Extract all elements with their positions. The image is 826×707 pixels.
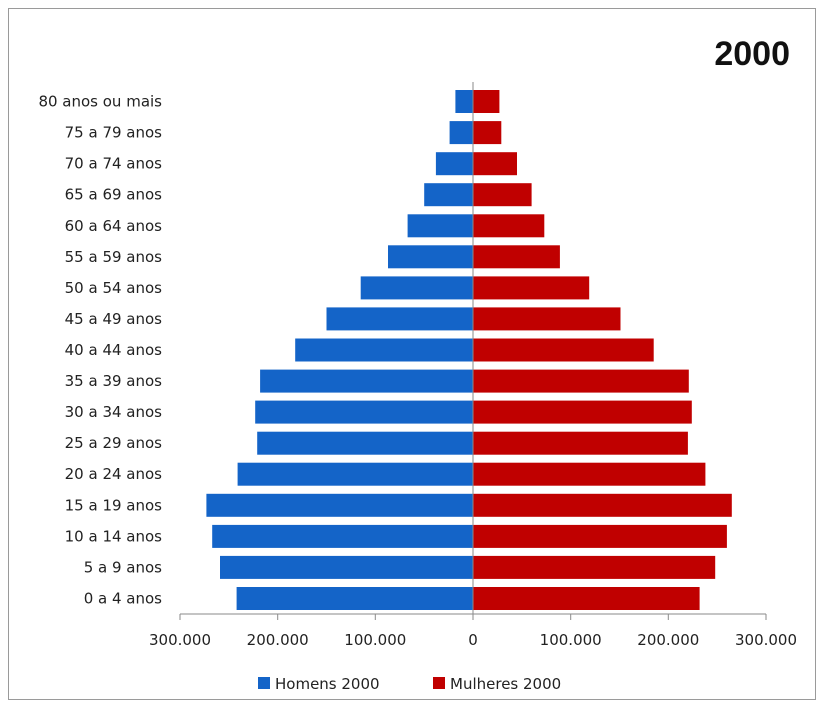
bar-mulheres-17 bbox=[473, 90, 500, 113]
bar-homens-11 bbox=[360, 276, 473, 300]
bar-mulheres-13 bbox=[473, 214, 545, 238]
bar-homens-5 bbox=[237, 462, 473, 486]
bar-mulheres-10 bbox=[473, 307, 621, 331]
legend-swatch-mulheres bbox=[433, 677, 445, 689]
x-tick-label: 200.000 bbox=[637, 631, 699, 649]
bar-mulheres-7 bbox=[473, 400, 692, 424]
bar-mulheres-16 bbox=[473, 121, 502, 145]
bar-homens-9 bbox=[295, 338, 473, 362]
bar-mulheres-2 bbox=[473, 555, 716, 579]
x-tick-label: 100.000 bbox=[540, 631, 602, 649]
bar-mulheres-12 bbox=[473, 245, 560, 269]
bar-mulheres-9 bbox=[473, 338, 654, 362]
legend-swatch-homens bbox=[258, 677, 270, 689]
bar-mulheres-15 bbox=[473, 152, 517, 176]
legend-label-mulheres: Mulheres 2000 bbox=[450, 675, 561, 693]
bar-homens-1 bbox=[236, 587, 473, 610]
category-label: 25 a 29 anos bbox=[65, 434, 163, 452]
category-label: 50 a 54 anos bbox=[65, 279, 163, 297]
category-label: 40 a 44 anos bbox=[65, 341, 163, 359]
bar-homens-16 bbox=[449, 121, 473, 145]
bar-mulheres-14 bbox=[473, 183, 532, 207]
bar-mulheres-1 bbox=[473, 587, 700, 610]
category-label: 5 a 9 anos bbox=[84, 558, 162, 576]
bar-homens-12 bbox=[388, 245, 473, 269]
bar-mulheres-8 bbox=[473, 369, 689, 393]
category-label: 55 a 59 anos bbox=[65, 248, 163, 266]
bar-homens-15 bbox=[435, 152, 473, 176]
category-label: 0 a 4 anos bbox=[84, 590, 162, 608]
category-label: 65 a 69 anos bbox=[65, 186, 163, 204]
bar-mulheres-3 bbox=[473, 524, 727, 548]
category-label: 35 a 39 anos bbox=[65, 372, 163, 390]
bar-homens-2 bbox=[220, 555, 473, 579]
bar-homens-6 bbox=[257, 431, 473, 455]
bar-homens-14 bbox=[424, 183, 473, 207]
bar-homens-17 bbox=[455, 90, 473, 113]
bar-mulheres-11 bbox=[473, 276, 590, 300]
x-tick-label: 200.000 bbox=[247, 631, 309, 649]
bar-mulheres-6 bbox=[473, 431, 688, 455]
bar-mulheres-4 bbox=[473, 493, 732, 517]
category-label: 20 a 24 anos bbox=[65, 465, 163, 483]
category-label: 75 a 79 anos bbox=[65, 124, 163, 142]
bar-homens-10 bbox=[326, 307, 473, 331]
x-tick-label: 100.000 bbox=[344, 631, 406, 649]
x-tick-label: 300.000 bbox=[149, 631, 211, 649]
x-tick-label: 0 bbox=[468, 631, 478, 649]
chart-title: 2000 bbox=[714, 35, 790, 73]
bar-homens-3 bbox=[212, 524, 473, 548]
legend: Homens 2000 Mulheres 2000 bbox=[258, 675, 561, 693]
bar-homens-13 bbox=[407, 214, 473, 238]
legend-label-homens: Homens 2000 bbox=[275, 675, 380, 693]
category-label: 30 a 34 anos bbox=[65, 403, 163, 421]
category-label: 15 a 19 anos bbox=[65, 496, 163, 514]
category-label: 70 a 74 anos bbox=[65, 155, 163, 173]
category-label: 80 anos ou mais bbox=[38, 93, 162, 111]
bar-mulheres-5 bbox=[473, 462, 706, 486]
category-label: 45 a 49 anos bbox=[65, 310, 163, 328]
category-label: 10 a 14 anos bbox=[65, 527, 163, 545]
x-tick-label: 300.000 bbox=[735, 631, 797, 649]
bar-homens-7 bbox=[255, 400, 473, 424]
bar-homens-4 bbox=[206, 493, 473, 517]
bar-homens-8 bbox=[260, 369, 473, 393]
category-label: 60 a 64 anos bbox=[65, 217, 163, 235]
